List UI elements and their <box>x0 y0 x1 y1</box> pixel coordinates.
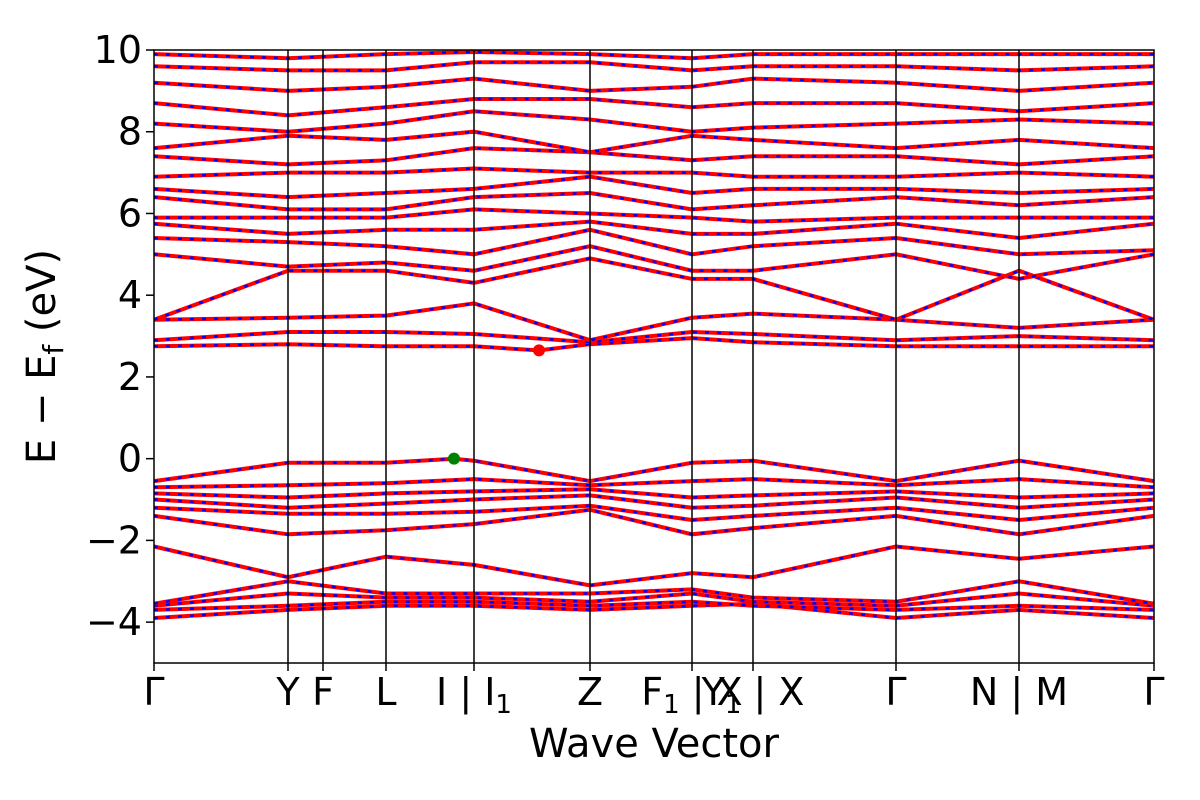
x-tick-label-6: F1 | X <box>641 670 742 720</box>
y-tick-label-0: −4 <box>86 600 142 644</box>
band-27-spin-up <box>153 60 1155 73</box>
band-8-spin-up <box>153 487 1155 500</box>
band-24-spin-down <box>153 110 1155 133</box>
band-13-spin-down <box>153 302 1155 342</box>
band-lines <box>153 49 1155 621</box>
band-18-spin-down <box>154 208 1154 223</box>
band-11-spin-up <box>153 336 1154 353</box>
band-11-spin-down <box>153 336 1154 352</box>
band-15-spin-down <box>153 244 1155 281</box>
extrema-markers <box>448 344 545 465</box>
y-axis: −4 −2 0 2 4 6 8 10 <box>86 28 154 644</box>
band-12-spin-down <box>153 330 1155 344</box>
band-22-spin-down <box>153 146 1155 166</box>
y-tick-label-5: 6 <box>118 191 142 235</box>
band-6-spin-down <box>153 504 1155 522</box>
x-tick-label-8: Γ <box>885 670 906 714</box>
band-14-spin-down <box>153 257 1155 322</box>
band-0-spin-down <box>153 602 1155 620</box>
x-tick-label-9: N | M <box>970 670 1068 715</box>
x-tick-label-3: L <box>375 670 396 714</box>
band-28-spin-up <box>153 49 1154 61</box>
x-tick-label-10: Γ <box>1143 670 1164 714</box>
band-3-spin-down <box>153 580 1155 605</box>
band-25-spin-up <box>153 97 1155 118</box>
y-axis-label: E − Ef (eV) <box>19 249 70 464</box>
x-tick-label-4: I | I1 <box>436 670 512 720</box>
x-tick-label-7: Y1 | X <box>701 670 805 720</box>
band-27-spin-down <box>153 61 1155 72</box>
band-21-spin-up <box>153 166 1155 179</box>
band-19-spin-down <box>153 191 1155 211</box>
band-26-spin-down <box>153 77 1155 93</box>
band-5-spin-up <box>153 507 1155 537</box>
band-4-spin-down <box>153 545 1155 587</box>
band-23-spin-down <box>153 130 1155 154</box>
band-9-spin-up <box>153 477 1155 490</box>
marker-cbm <box>533 344 545 357</box>
band-21-spin-down <box>153 167 1155 178</box>
y-tick-label-1: −2 <box>86 518 142 562</box>
marker-vbm <box>448 452 460 465</box>
x-tick-label-0: Γ <box>143 670 164 714</box>
band-1-spin-down <box>153 600 1155 612</box>
band-8-spin-down <box>153 488 1155 499</box>
kpoint-dividers <box>287 50 1020 663</box>
band-20-spin-down <box>153 175 1155 199</box>
plot-frame <box>153 49 1155 664</box>
band-7-spin-down <box>153 494 1155 509</box>
x-tick-label-1: Y <box>275 670 300 714</box>
band-25-spin-down <box>153 97 1155 117</box>
band-28-spin-down <box>153 50 1154 60</box>
band-9-spin-down <box>153 477 1155 489</box>
x-axis-label: Wave Vector <box>529 721 780 767</box>
y-tick-label-3: 2 <box>118 355 142 399</box>
x-tick-label-5: Z <box>577 670 603 714</box>
band-20-spin-up <box>153 174 1155 200</box>
y-tick-label-4: 4 <box>118 273 142 317</box>
band-16-spin-down <box>153 228 1155 256</box>
y-tick-label-6: 8 <box>118 110 142 154</box>
band-17-spin-down <box>153 220 1155 240</box>
band-4-spin-up <box>153 544 1155 588</box>
band-2-spin-down <box>153 592 1155 608</box>
y-tick-label-2: 0 <box>118 437 142 481</box>
band-22-spin-up <box>153 146 1155 167</box>
y-tick-label-7: 10 <box>94 28 142 72</box>
x-tick-label-2: F <box>312 670 334 714</box>
